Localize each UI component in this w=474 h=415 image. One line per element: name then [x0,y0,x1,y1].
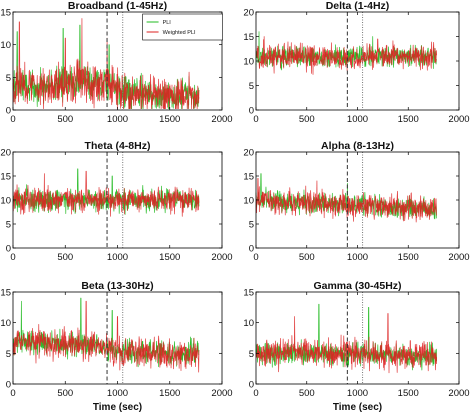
x-tick-label: 2000 [211,388,232,399]
x-tick-label: 0 [253,114,258,125]
x-tick-label: 1500 [159,252,180,263]
y-tick-label: 0 [6,244,11,255]
y-tick-label: 15 [243,288,254,299]
y-tick-label: 10 [243,196,254,207]
series-line-weighted-pli [12,300,200,373]
plot-area [256,292,459,384]
y-tick-label: 0 [249,106,254,117]
y-tick-label: 20 [243,148,254,159]
y-tick-label: 5 [6,349,11,360]
x-axis-label: Time (sec) [333,402,382,413]
series-line-pli [255,173,438,221]
chart-title: Beta (13-30Hz) [81,280,153,292]
series-line-weighted-pli [12,170,200,217]
x-tick-label: 0 [10,388,15,399]
chart-panel-5: 0 500 1000 1500 2000 0 5 10 15 Beta (13-30Hz) Time… [0,280,232,413]
x-tick-label: 500 [299,252,315,263]
y-tick-label: 5 [6,220,11,231]
chart-panel-1: 0 500 1000 1500 2000 0 5 10 15 Broadband (1-45Hz)… [0,0,232,125]
legend-entry: Weighted PLI [163,30,196,36]
y-tick-label: 10 [0,196,11,207]
x-tick-label: 1000 [347,388,368,399]
x-tick-label: 500 [57,252,73,263]
chart-title: Gamma (30-45Hz) [313,280,401,292]
chart-title: Theta (4-8Hz) [85,140,151,152]
y-tick-label: 15 [243,172,254,183]
y-tick-label: 10 [0,40,11,51]
y-tick-label: 5 [249,349,254,360]
x-tick-label: 500 [299,114,315,125]
x-tick-label: 500 [57,114,73,125]
x-tick-label: 0 [253,252,258,263]
y-tick-label: 5 [249,220,254,231]
y-tick-label: 0 [6,380,11,391]
chart-panel-6: 0 500 1000 1500 2000 0 5 10 15 Gamma (30-45Hz) Tim… [243,280,469,413]
series-line-weighted-pli [12,18,200,110]
series-line-weighted-pli [255,178,438,223]
x-tick-label: 500 [299,388,315,399]
legend: PLI Weighted PLI [142,13,223,41]
y-tick-label: 10 [243,318,254,329]
y-tick-label: 10 [243,57,254,68]
x-axis-label: Time (sec) [93,402,142,413]
y-tick-label: 15 [243,32,254,43]
x-tick-label: 1000 [347,114,368,125]
x-tick-label: 1000 [107,252,128,263]
x-tick-label: 2000 [448,388,469,399]
x-tick-label: 0 [10,252,15,263]
x-tick-label: 1500 [159,114,180,125]
series-line-weighted-pli [255,36,438,75]
y-tick-label: 20 [0,148,11,159]
x-tick-label: 2000 [448,114,469,125]
chart-title: Delta (1-4Hz) [326,0,390,12]
chart-title: Broadband (1-45Hz) [68,0,167,12]
y-tick-label: 20 [243,8,254,19]
series-line-weighted-pli [255,313,438,374]
y-tick-label: 10 [0,318,11,329]
y-tick-label: 0 [6,106,11,117]
x-tick-label: 1000 [107,388,128,399]
y-tick-label: 0 [249,244,254,255]
y-tick-label: 0 [249,380,254,391]
x-tick-label: 1500 [398,114,419,125]
x-tick-label: 2000 [448,252,469,263]
chart-panel-2: 0 500 1000 1500 2000 0 5 10 15 20 Delta (1-4Hz) [243,0,469,125]
y-tick-label: 15 [0,172,11,183]
x-tick-label: 1500 [159,388,180,399]
x-tick-label: 0 [10,114,15,125]
x-tick-label: 1500 [398,388,419,399]
y-tick-label: 15 [0,8,11,19]
x-tick-label: 1000 [347,252,368,263]
y-tick-label: 15 [0,288,11,299]
series-line-pli [255,303,438,371]
x-tick-label: 1000 [107,114,128,125]
x-tick-label: 1500 [398,252,419,263]
y-tick-label: 5 [249,81,254,92]
x-tick-label: 0 [253,388,258,399]
chart-panel-4: 0 500 1000 1500 2000 0 5 10 15 20 Alpha (8-13Hz) [243,140,469,263]
legend-box [142,13,223,41]
chart-panel-3: 0 500 1000 1500 2000 0 5 10 15 20 Theta (4-8Hz) [0,140,232,263]
x-tick-label: 500 [57,388,73,399]
y-tick-label: 5 [6,73,11,84]
x-tick-label: 2000 [211,252,232,263]
x-tick-label: 2000 [211,114,232,125]
legend-entry: PLI [163,20,172,26]
chart-title: Alpha (8-13Hz) [321,140,394,152]
